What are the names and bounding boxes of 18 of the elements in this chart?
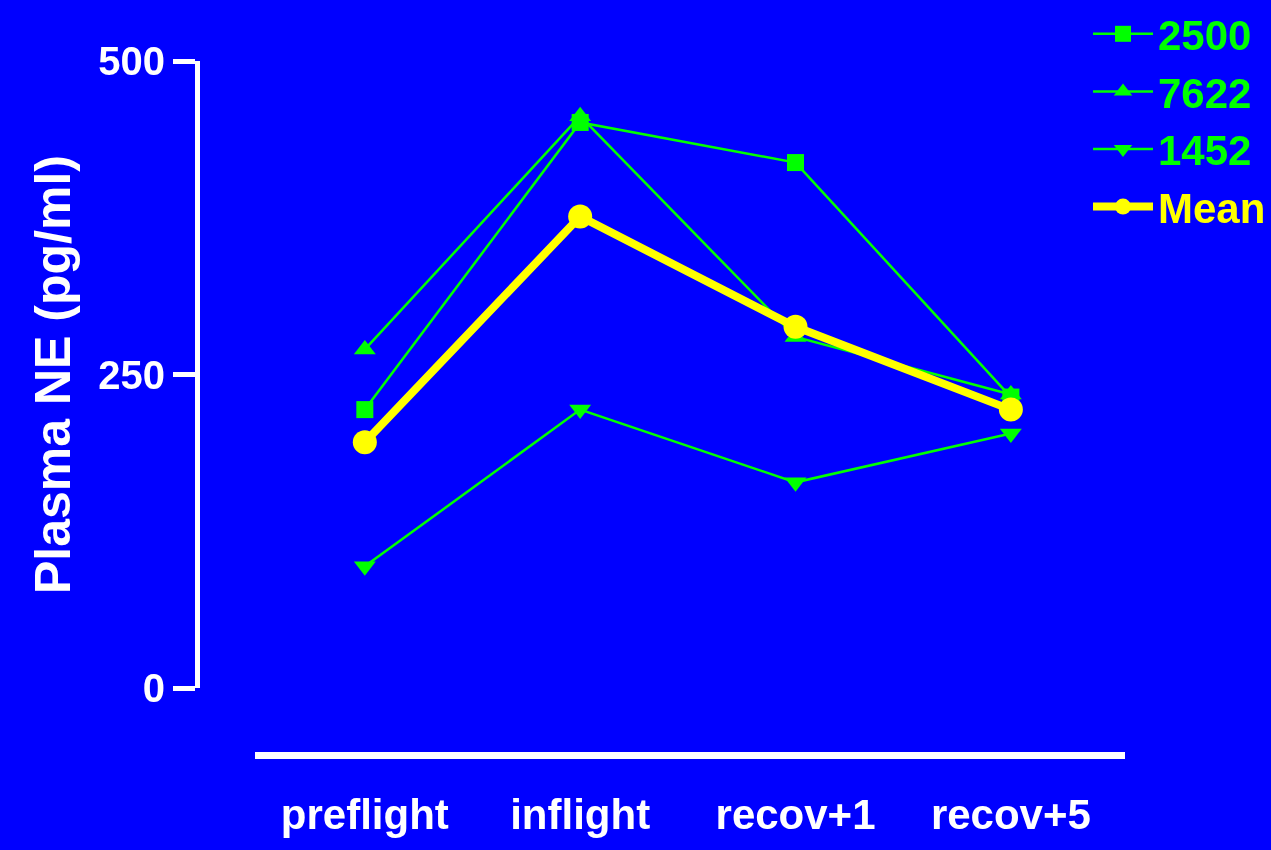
y-tick-label: 500 (98, 39, 165, 83)
point (787, 154, 805, 172)
point (998, 397, 1023, 422)
point (352, 430, 377, 455)
x-tick-label: recov+1 (715, 791, 876, 839)
point (356, 401, 374, 419)
legend-label: 7622 (1158, 69, 1252, 117)
x-tick-label: preflight (280, 791, 449, 839)
legend-label: Mean (1158, 184, 1266, 232)
y-tick-label: 0 (142, 666, 165, 710)
point (568, 204, 593, 229)
legend-label: 1452 (1158, 127, 1252, 175)
x-tick-label: recov+5 (930, 791, 1091, 839)
x-tick-label: inflight (510, 791, 651, 839)
point (783, 314, 808, 339)
legend-label: 2500 (1158, 12, 1252, 60)
y-axis-title: Plasma NE (pg/ml) (25, 155, 82, 594)
y-tick-label: 250 (98, 352, 165, 397)
